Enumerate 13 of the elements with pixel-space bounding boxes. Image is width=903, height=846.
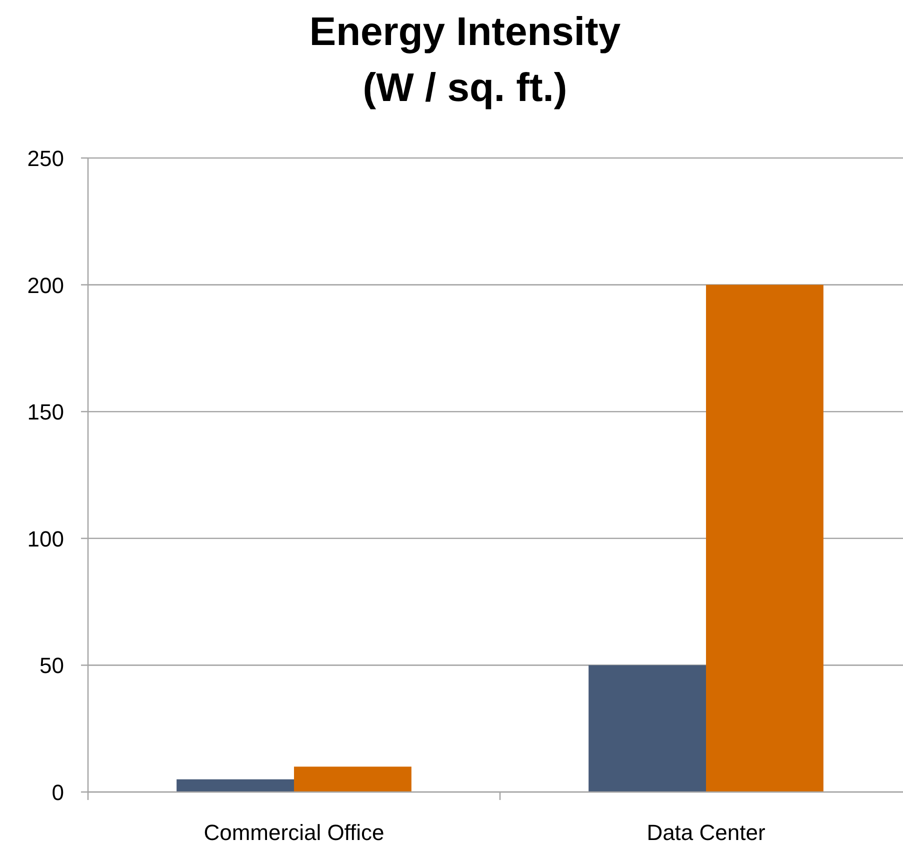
bar	[294, 766, 412, 792]
y-tick-label: 0	[52, 780, 64, 805]
chart-title: Energy Intensity (W / sq. ft.)	[309, 10, 622, 110]
y-tick-label: 150	[27, 400, 64, 425]
y-tick-label: 50	[40, 653, 64, 678]
bar	[706, 284, 824, 792]
x-tick-label: Commercial Office	[204, 820, 384, 845]
y-tick-label: 100	[27, 526, 64, 552]
y-tick-label: 200	[27, 272, 64, 298]
bar	[176, 779, 294, 792]
y-tick-label: 250	[27, 146, 64, 171]
x-tick-label: Data Center	[646, 820, 766, 845]
bar	[588, 665, 706, 792]
